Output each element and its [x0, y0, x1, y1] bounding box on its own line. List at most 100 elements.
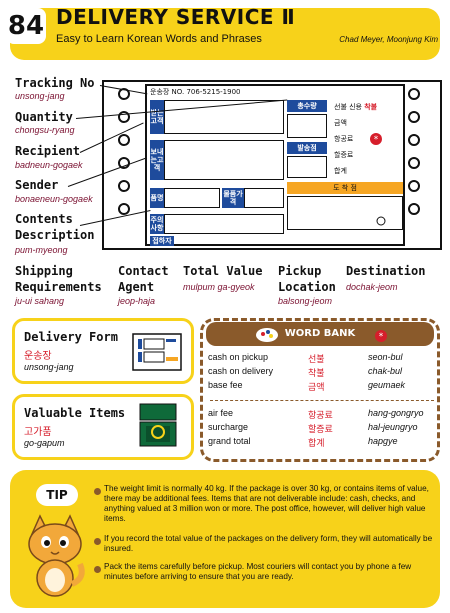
rom-tracking-no: unsong-jang — [15, 91, 65, 101]
term-description: Description — [15, 228, 95, 242]
form-sender-cell: 보내는고객 — [150, 140, 164, 180]
svg-text:*: * — [379, 332, 384, 342]
rom-recipient: badneun-gogaek — [15, 160, 83, 170]
word-bank-divider — [210, 400, 434, 401]
wb-ko: 할증료 — [308, 424, 333, 434]
hole-icon — [408, 180, 420, 192]
tip-paragraph-1: The weight limit is normally 40 kg. If t… — [104, 484, 429, 523]
tip-panel — [10, 470, 440, 608]
header-banner — [10, 8, 440, 60]
delivery-form-ko: 운송장 — [24, 351, 52, 362]
form-value-cell: 물품가격 — [222, 188, 244, 208]
tip-bullet — [94, 538, 101, 545]
form-sender-field — [164, 140, 284, 180]
rom-total-value: mulpum ga-gyeok — [183, 282, 255, 292]
form-recipient-cell: 받는고객 — [150, 100, 164, 134]
tip-paragraph-3: Pack the items carefully before pickup. … — [104, 562, 412, 581]
form-thumbnail-icon — [132, 333, 182, 371]
form-item-cell: 품명 — [150, 188, 164, 208]
wb-rom: hal-jeungryo — [368, 422, 418, 432]
form-inner-frame — [145, 84, 405, 246]
term-destination: Destination — [346, 264, 426, 278]
tip-badge: TIP — [36, 484, 78, 506]
form-quantity-cell: 총수량 — [287, 100, 327, 112]
page-subtitle: Easy to Learn Korean Words and Phrases — [56, 33, 262, 45]
form-notes-cell: 주의사항 — [150, 214, 164, 234]
tip-bullet — [94, 566, 101, 573]
wb-ko: 항공료 — [308, 410, 333, 420]
hole-icon — [118, 180, 130, 192]
rom-quantity: chongsu-ryang — [15, 125, 75, 135]
svg-text:*: * — [374, 135, 379, 145]
wb-ko: 착불 — [308, 368, 325, 378]
ring-box-icon — [139, 403, 177, 447]
wb-en: surcharge — [208, 422, 249, 432]
tip-paragraph-2: If you record the total value of the pac… — [104, 534, 433, 553]
authors: Chad Meyer, Moonjung Kim — [339, 35, 438, 44]
form-fee-base: 금액 — [334, 119, 347, 127]
form-tracking-number: 운송장 NO. 706-5215-1900 — [150, 88, 241, 96]
form-pickup-field — [287, 156, 327, 178]
hole-icon — [408, 203, 420, 215]
rom-contents-description: pum-myeong — [15, 245, 68, 255]
lesson-number: 84 — [6, 8, 46, 44]
term-agent: Agent — [118, 280, 155, 294]
word-bank-row: base fee 금액 geumaek — [208, 380, 434, 393]
wb-rom: hang-gongryo — [368, 408, 424, 418]
rom-contact-agent: jeop-haja — [118, 296, 156, 306]
rom-destination: dochak-jeom — [346, 282, 398, 292]
term-requirements: Requirements — [15, 280, 102, 294]
red-star-icon: * — [370, 133, 382, 145]
wb-ko: 합계 — [308, 438, 325, 448]
form-recipient-field — [164, 100, 284, 134]
form-agent-cell: 접하자 — [150, 236, 174, 246]
term-sender: Sender — [15, 178, 59, 192]
word-bank-row: grand total 합계 hapgye — [208, 436, 434, 449]
term-recipient: Recipient — [15, 144, 81, 158]
wb-en: base fee — [208, 380, 243, 390]
page-title: DELIVERY SERVICE Ⅱ — [56, 5, 296, 29]
word-bank-title: WORD BANK — [284, 328, 356, 339]
term-total-value: Total Value — [183, 264, 263, 278]
form-fee-air: 항공료 — [334, 135, 354, 143]
term-pickup: Pickup — [278, 264, 322, 278]
left-perforation — [118, 88, 130, 226]
wb-en: cash on delivery — [208, 366, 274, 376]
delivery-form-title: Delivery Form — [24, 330, 118, 344]
hole-icon — [408, 111, 420, 123]
form-pickup-cell: 발송점 — [287, 142, 327, 154]
form-fee-surcharge: 할증료 — [334, 151, 354, 159]
term-location: Location — [278, 280, 336, 294]
form-quantity-field — [287, 114, 327, 138]
term-tracking-no: Tracking No — [15, 76, 95, 90]
hole-icon — [118, 157, 130, 169]
word-bank-row: cash on pickup 선불 seon-bul — [208, 352, 434, 365]
hole-icon — [408, 134, 420, 146]
term-contact: Contact — [118, 264, 169, 278]
form-fee-total: 합계 — [334, 167, 347, 175]
cat-mascot-icon — [28, 514, 85, 597]
form-fee-type: 선불 신용 착불 — [334, 103, 378, 111]
wb-rom: geumaek — [368, 380, 406, 390]
hole-icon — [118, 134, 130, 146]
hole-icon — [118, 88, 130, 100]
wb-rom: chak-bul — [368, 366, 403, 376]
palette-icon — [256, 328, 278, 342]
wb-en: cash on pickup — [208, 352, 269, 362]
red-star-icon: * — [375, 330, 387, 342]
term-shipping: Shipping — [15, 264, 73, 278]
wb-en: grand total — [208, 436, 251, 446]
valuable-items-title: Valuable Items — [24, 406, 126, 420]
term-contents: Contents — [15, 212, 73, 226]
rom-shipping-requirements: ju-ui sahang — [15, 296, 65, 306]
wb-ko: 선불 — [308, 354, 325, 364]
valuable-items-ko: 고가품 — [24, 427, 52, 438]
form-notes-field — [164, 214, 284, 234]
wb-rom: hapgye — [368, 436, 398, 446]
right-perforation — [408, 88, 420, 226]
rom-pickup-location: balsong-jeom — [278, 296, 333, 306]
valuable-items-rom: go-gapum — [24, 438, 65, 448]
term-quantity: Quantity — [15, 110, 73, 124]
wb-rom: seon-bul — [368, 352, 403, 362]
word-bank-row: air fee 항공료 hang-gongryo — [208, 408, 434, 421]
